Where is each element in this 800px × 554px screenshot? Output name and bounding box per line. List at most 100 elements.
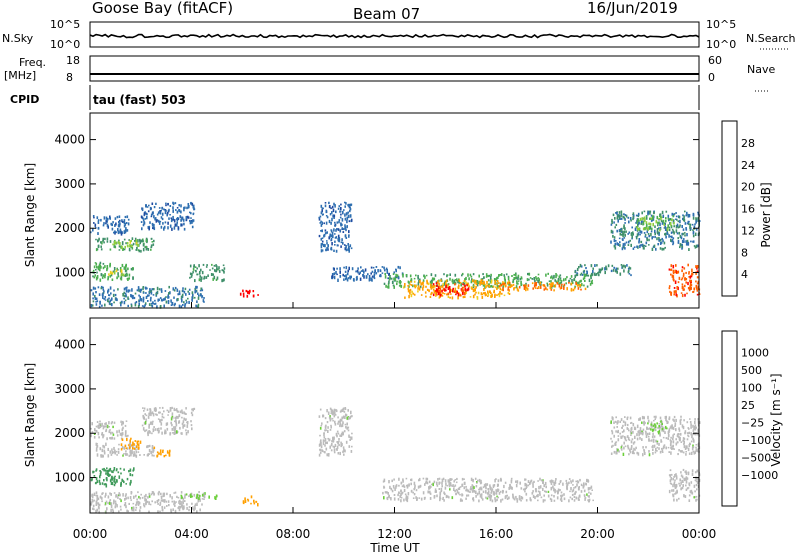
power-cell xyxy=(677,237,679,240)
velocity-cell xyxy=(418,497,421,499)
velocity-cell xyxy=(690,423,692,427)
power-cell xyxy=(161,207,163,210)
velocity-cell xyxy=(502,490,504,493)
velocity-cell xyxy=(98,503,101,507)
velocity-cell xyxy=(549,497,552,501)
velocity-cell xyxy=(688,452,691,455)
velocity-cell xyxy=(614,443,617,446)
power-cell xyxy=(491,293,493,298)
power-cell xyxy=(187,290,189,293)
power-cell xyxy=(533,277,535,281)
power-cell xyxy=(497,282,500,284)
velocity-cell xyxy=(95,469,97,472)
power-cell xyxy=(480,279,482,283)
power-cell xyxy=(350,247,353,250)
velocity-cell xyxy=(95,491,98,495)
power-cell xyxy=(498,274,500,277)
power-cell xyxy=(149,290,151,293)
velocity-cell xyxy=(194,503,197,506)
power-cell xyxy=(623,224,625,228)
velocity-cell xyxy=(154,501,156,504)
velocity-cell xyxy=(106,424,109,429)
power-cell xyxy=(587,274,590,277)
velocity-cell xyxy=(565,479,568,482)
velocity-cell xyxy=(113,483,116,487)
power-cell xyxy=(678,276,681,280)
velocity-cell xyxy=(130,499,132,501)
velocity-cell xyxy=(158,490,160,494)
power-cell xyxy=(379,274,381,278)
velocity-cell xyxy=(120,499,122,503)
velocity-cell xyxy=(171,406,173,409)
velocity-cell xyxy=(99,447,102,451)
power-cell xyxy=(349,275,351,279)
velocity-cell xyxy=(400,492,402,497)
power-cell xyxy=(182,304,184,306)
velocity-cell xyxy=(92,507,94,510)
velocity-cell xyxy=(497,496,499,499)
velocity-cell xyxy=(145,429,148,432)
power-cell xyxy=(551,285,553,287)
power-cell xyxy=(681,285,684,290)
power-cell xyxy=(467,288,469,292)
velocity-cell xyxy=(674,479,676,482)
velocity-cell xyxy=(148,423,150,427)
power-cell xyxy=(623,246,625,249)
velocity-cell xyxy=(119,498,121,500)
power-cell xyxy=(137,239,139,243)
power-cell xyxy=(329,205,331,209)
power-cell xyxy=(666,229,668,234)
velocity-cell xyxy=(688,494,691,497)
power-cell xyxy=(183,222,185,226)
power-cell xyxy=(93,216,95,219)
velocity-cell xyxy=(629,416,632,420)
velocity-cell xyxy=(532,485,534,488)
velocity-cell xyxy=(405,495,408,499)
power-cell xyxy=(639,233,641,236)
power-cell xyxy=(177,217,180,220)
velocity-cell xyxy=(686,487,689,490)
velocity-cell xyxy=(174,420,176,423)
velocity-cell xyxy=(255,501,258,503)
velocity-cell xyxy=(454,479,457,481)
power-cell xyxy=(681,232,683,236)
power-cell xyxy=(449,296,451,299)
power-cell xyxy=(166,211,169,215)
velocity-cell xyxy=(624,436,626,439)
power-cell xyxy=(94,294,96,298)
power-cell xyxy=(156,305,158,309)
power-cell xyxy=(149,288,151,292)
power-cell xyxy=(125,265,127,269)
power-cell xyxy=(483,276,485,279)
power-cell xyxy=(118,220,120,224)
velocity-cell xyxy=(93,436,96,439)
power-cell xyxy=(363,275,365,279)
power-cell xyxy=(340,213,342,216)
velocity-cell xyxy=(442,498,444,500)
velocity-cell xyxy=(673,415,676,419)
velocity-cell xyxy=(439,497,442,500)
velocity-cell xyxy=(490,494,493,498)
power-cell xyxy=(671,274,674,278)
power-cell xyxy=(344,244,346,246)
velocity-cell xyxy=(204,492,206,495)
power-cell xyxy=(330,234,333,238)
power-cell xyxy=(344,201,346,204)
power-cell xyxy=(155,292,157,296)
power-cell xyxy=(141,305,144,307)
velocity-cell xyxy=(657,426,659,429)
power-cell xyxy=(147,300,149,302)
power-cell xyxy=(202,299,205,303)
velocity-cell xyxy=(90,478,93,482)
velocity-cell xyxy=(250,495,253,499)
power-cell xyxy=(676,286,678,290)
velocity-cell xyxy=(96,508,98,512)
power-cell xyxy=(462,291,465,294)
power-cell xyxy=(109,275,111,278)
velocity-cell xyxy=(121,438,124,441)
velocity-cell xyxy=(518,495,521,497)
power-cell xyxy=(326,247,328,250)
velocity-cell xyxy=(145,418,147,422)
velocity-cell xyxy=(410,482,412,486)
power-cell xyxy=(410,284,413,287)
